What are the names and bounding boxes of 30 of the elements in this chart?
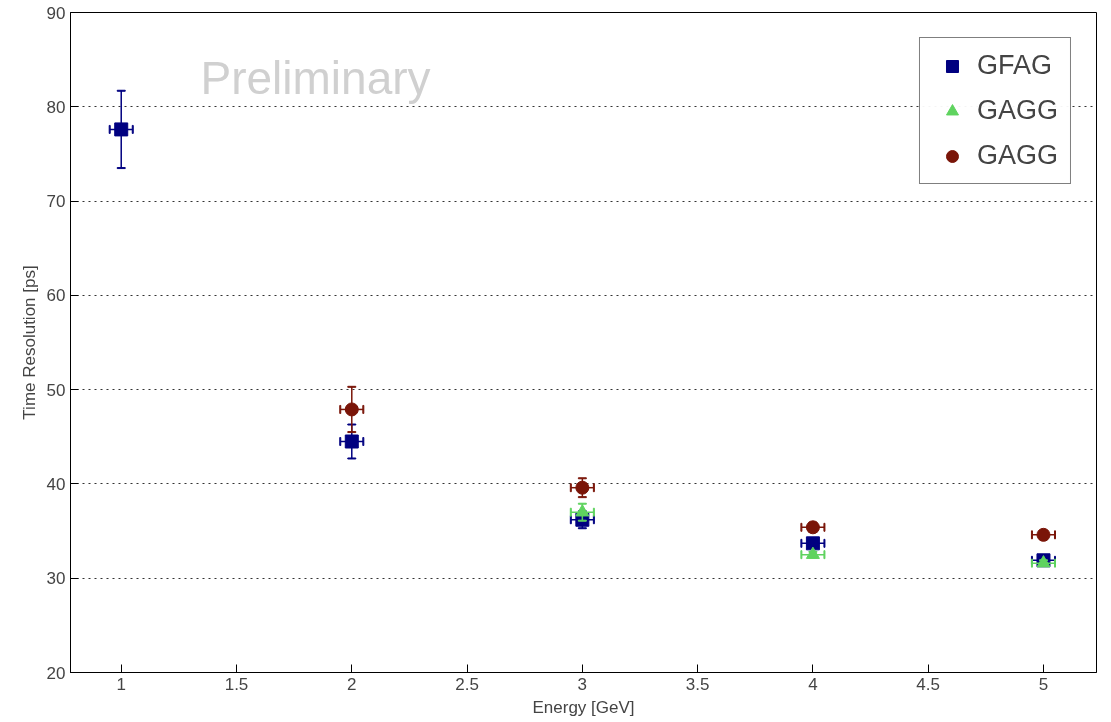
x-axis-title: Energy [GeV] [532, 697, 635, 717]
x-tick-label: 2 [347, 674, 357, 694]
legend-label: GAGG [976, 95, 1058, 126]
point [805, 546, 820, 559]
point [575, 504, 590, 517]
x-tick-label: 2.5 [455, 674, 479, 694]
x-tick-label: 3 [577, 674, 588, 694]
y-tick-label: 70 [46, 192, 66, 212]
y-tick-label: 40 [46, 474, 66, 494]
point [575, 480, 590, 495]
x-tick-label: 1.5 [224, 674, 249, 694]
legend-label: GAGG [976, 140, 1058, 171]
x-tick-label: 1 [116, 674, 126, 694]
point [344, 434, 359, 449]
y-tick-label: 20 [46, 663, 66, 683]
y-tick-label: 90 [46, 3, 66, 23]
y-tick-label: 60 [46, 286, 66, 306]
y-axis-title: Time Resolution [ps] [19, 265, 39, 420]
x-tick-label: 4.5 [916, 674, 941, 694]
x-tick-label: 3.5 [685, 674, 710, 694]
y-tick-label: 50 [46, 380, 66, 400]
legend-label: GFAG [976, 50, 1052, 81]
x-tick-label: 5 [1038, 674, 1049, 694]
x-tick-label: 4 [808, 674, 818, 694]
y-tick-label: 30 [46, 569, 66, 589]
y-tick-label: 80 [46, 97, 66, 117]
point [344, 402, 359, 417]
point [114, 122, 129, 137]
point [805, 536, 820, 551]
point [1036, 527, 1051, 542]
